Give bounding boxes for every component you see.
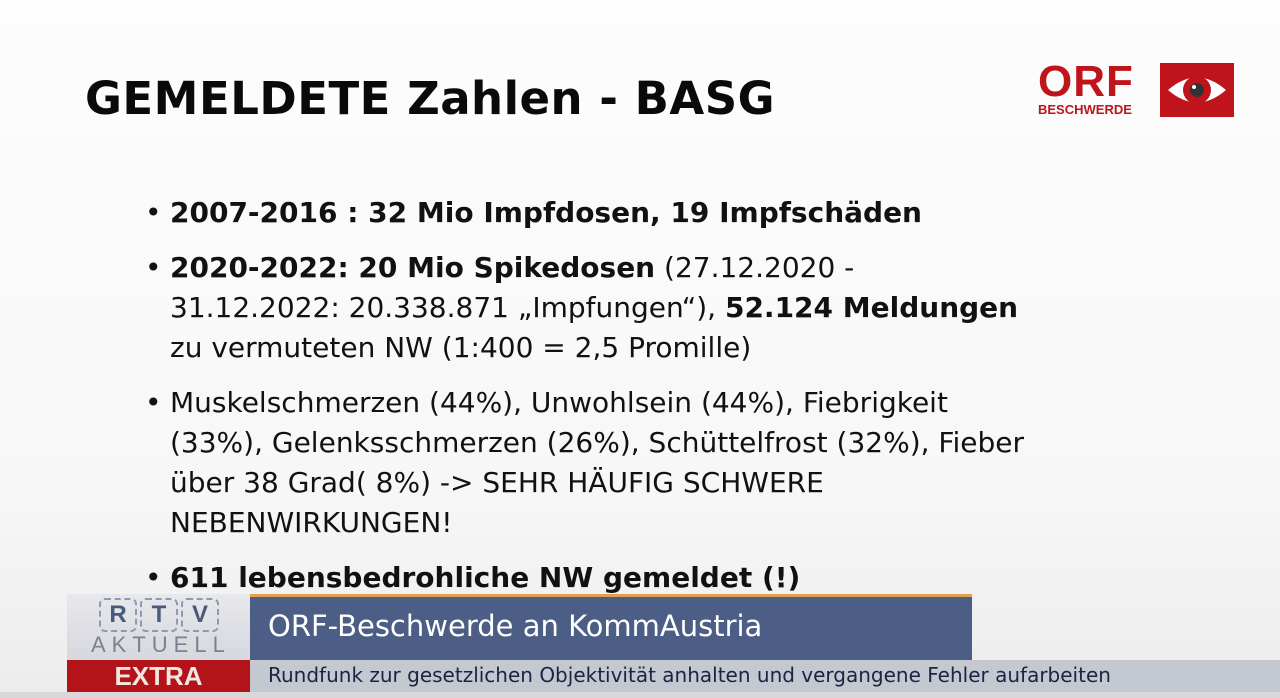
bullet-item: Muskelschmerzen (44%), Unwohlsein (44%),…: [145, 383, 1025, 543]
logo-orf-text: ORF: [1038, 57, 1134, 106]
headline-box: ORF-Beschwerde an KommAustria: [250, 594, 972, 660]
eye-icon: [1160, 63, 1234, 117]
logo-subtext: AKTUELL: [91, 632, 231, 657]
logo-subtext: BESCHWERDE: [1038, 102, 1132, 117]
headline: ORF-Beschwerde an KommAustria: [268, 609, 763, 643]
logo-letter: T: [140, 598, 178, 632]
bottom-strip: [0, 692, 1280, 698]
bullet-item: 2007-2016 : 32 Mio Impfdosen, 19 Impfsch…: [145, 193, 1025, 233]
bullet-item: 2020-2022: 20 Mio Spikedosen (27.12.2020…: [145, 248, 1025, 368]
extra-tag: EXTRA: [67, 660, 250, 692]
logo-letter: V: [181, 598, 219, 632]
lower-third: R T V AKTUELL ORF-Beschwerde an KommAust…: [67, 594, 972, 660]
slide-title: GEMELDETE Zahlen - BASG: [85, 72, 776, 125]
bullet-item: 611 lebensbedrohliche NW gemeldet (!): [145, 558, 1025, 598]
ticker-text: Rundfunk zur gesetzlichen Objektivität a…: [268, 663, 1111, 687]
rtv-aktuell-logo: R T V AKTUELL: [67, 594, 250, 660]
logo-letter: R: [99, 598, 137, 632]
bullet-list: 2007-2016 : 32 Mio Impfdosen, 19 Impfsch…: [145, 193, 1025, 613]
news-ticker: EXTRA Rundfunk zur gesetzlichen Objektiv…: [67, 660, 1280, 692]
orf-beschwerde-logo: ORF BESCHWERDE: [1038, 57, 1234, 118]
